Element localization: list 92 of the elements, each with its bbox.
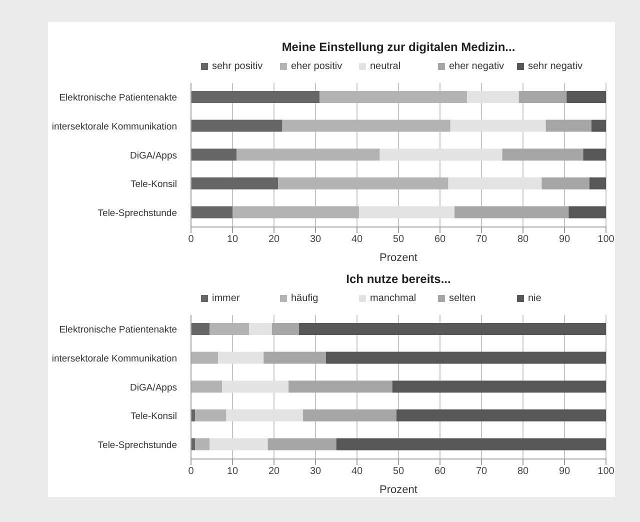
y-tick-label: Tele-Sprechstunde: [98, 440, 177, 451]
bar: [191, 352, 218, 364]
bar: [583, 148, 606, 161]
x-tick-label: 40: [351, 466, 363, 478]
bar: [282, 120, 450, 132]
bar: [210, 323, 250, 335]
x-tick-label: 100: [598, 466, 615, 478]
chart-title: Ich nutze bereits...: [345, 271, 452, 288]
legend-label: sehr positiv: [212, 61, 264, 72]
x-tick-label: 80: [517, 234, 529, 246]
bar: [380, 148, 502, 161]
bar: [191, 91, 320, 103]
bar: [191, 177, 278, 190]
x-tick-label: 30: [310, 466, 322, 478]
legend-label: manchmal: [370, 293, 418, 304]
legend-label: häufig: [291, 293, 320, 304]
bar: [272, 323, 299, 335]
legend-label: neutral: [370, 61, 402, 72]
bar: [589, 177, 606, 190]
legend-label: eher positiv: [291, 61, 344, 72]
x-tick-label: 70: [476, 234, 488, 246]
x-tick-label: 70: [476, 466, 488, 478]
bar: [448, 177, 542, 190]
bar: [278, 177, 448, 190]
legend-label: selten: [449, 293, 477, 304]
bar: [191, 323, 210, 335]
legend-label: nie: [528, 293, 542, 304]
x-axis-title: Prozent: [380, 484, 418, 496]
x-tick-label: 100: [598, 234, 615, 246]
bar: [359, 206, 455, 218]
bar: [502, 148, 584, 161]
bar: [298, 323, 606, 335]
bar: [218, 352, 264, 364]
y-tick-label: Elektronische Patientenakte: [59, 324, 177, 336]
y-tick-label: Tele-Konsil: [130, 411, 177, 422]
bar: [450, 120, 546, 132]
x-tick-label: 60: [434, 234, 446, 246]
x-axis-title: Prozent: [380, 252, 418, 264]
bar: [542, 177, 590, 190]
bar: [264, 352, 326, 364]
bar: [568, 206, 606, 218]
bar: [191, 120, 282, 132]
y-tick-label: DiGA/Apps: [130, 382, 178, 394]
bar: [566, 91, 606, 103]
chart-title: Meine Einstellung zur digitalen Medizin...: [280, 39, 516, 56]
x-tick-label: 50: [392, 234, 404, 246]
bar: [195, 438, 210, 450]
bar: [454, 206, 569, 218]
bar: [268, 438, 336, 450]
x-tick-label: 50: [392, 466, 404, 478]
x-tick-label: 20: [268, 234, 280, 246]
bar: [232, 206, 360, 218]
y-tick-label: intersektorale Kommunikation: [52, 354, 177, 365]
x-tick-label: 10: [226, 466, 238, 478]
y-tick-label: DiGA/Apps: [130, 150, 178, 162]
y-tick-label: intersektorale Kommunikation: [52, 122, 177, 133]
x-tick-label: 80: [517, 466, 529, 478]
bar: [191, 148, 237, 161]
bar: [591, 120, 606, 132]
bar: [466, 91, 519, 103]
bar: [288, 380, 392, 393]
x-tick-label: 30: [310, 234, 322, 246]
bar: [336, 438, 606, 450]
legend-label: eher negativ: [449, 61, 506, 72]
x-tick-label: 90: [558, 234, 570, 246]
bar: [210, 438, 268, 450]
x-tick-label: 20: [268, 466, 280, 478]
x-tick-label: 40: [351, 234, 363, 246]
bar: [226, 409, 304, 422]
bar: [546, 120, 592, 132]
bar: [222, 380, 289, 393]
bar: [249, 323, 272, 335]
legend-label: sehr negativ: [528, 61, 584, 72]
bar: [191, 206, 232, 218]
x-tick-label: 0: [188, 234, 194, 246]
bar: [326, 352, 606, 364]
legend-label: immer: [212, 293, 241, 304]
y-tick-label: Tele-Sprechstunde: [98, 208, 177, 219]
bar: [191, 380, 222, 393]
x-tick-label: 10: [226, 234, 238, 246]
x-tick-label: 0: [188, 466, 194, 478]
y-tick-label: Tele-Konsil: [130, 179, 177, 190]
x-tick-label: 90: [558, 466, 570, 478]
bar: [195, 409, 226, 422]
bar: [320, 91, 467, 103]
bar: [518, 91, 567, 103]
x-tick-label: 60: [434, 466, 446, 478]
y-tick-label: Elektronische Patientenakte: [59, 92, 177, 104]
bar: [303, 409, 396, 422]
bar: [396, 409, 606, 422]
bar: [236, 148, 380, 161]
bar: [392, 380, 606, 393]
